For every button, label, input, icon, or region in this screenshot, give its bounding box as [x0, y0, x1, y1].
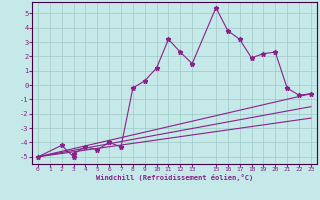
X-axis label: Windchill (Refroidissement éolien,°C): Windchill (Refroidissement éolien,°C) — [96, 174, 253, 181]
